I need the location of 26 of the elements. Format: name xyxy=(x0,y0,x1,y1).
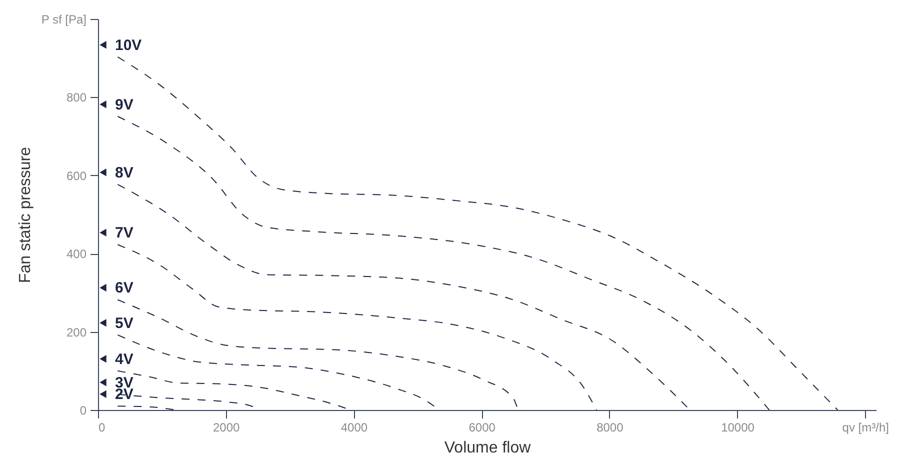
x-tick-label: 2000 xyxy=(213,420,240,434)
x-tick-label: 4000 xyxy=(340,420,368,434)
line-series xyxy=(117,56,838,410)
legend-label: 7V xyxy=(115,224,134,242)
x-tick-label: 0 xyxy=(98,420,106,434)
legend-label: 5V xyxy=(115,314,134,332)
line-series xyxy=(117,184,690,410)
x-tick-label: 10000 xyxy=(721,420,755,434)
line-series xyxy=(117,116,770,410)
legend-label: 4V xyxy=(115,350,134,368)
legend-label: 9V xyxy=(115,96,134,114)
x-tick-label: qv [m³/h] xyxy=(842,420,889,434)
x-axis-title: Volume flow xyxy=(444,440,532,456)
y-tick-label: P sf [Pa] xyxy=(41,12,86,26)
y-axis-title: Fan static pressure xyxy=(17,146,34,284)
x-tick-label: 8000 xyxy=(596,420,624,434)
y-tick-label: 800 xyxy=(66,90,87,105)
y-tick-label: 600 xyxy=(66,168,87,183)
legend-label: 6V xyxy=(115,280,134,297)
y-tick-label: 0 xyxy=(80,404,87,418)
y-tick-label: 400 xyxy=(66,247,87,262)
line-series xyxy=(117,244,598,410)
y-tick-label: 200 xyxy=(66,325,87,340)
x-tick-label: 6000 xyxy=(468,420,496,434)
legend-label: 8V xyxy=(115,164,134,182)
legend-label: 10V xyxy=(115,36,142,54)
